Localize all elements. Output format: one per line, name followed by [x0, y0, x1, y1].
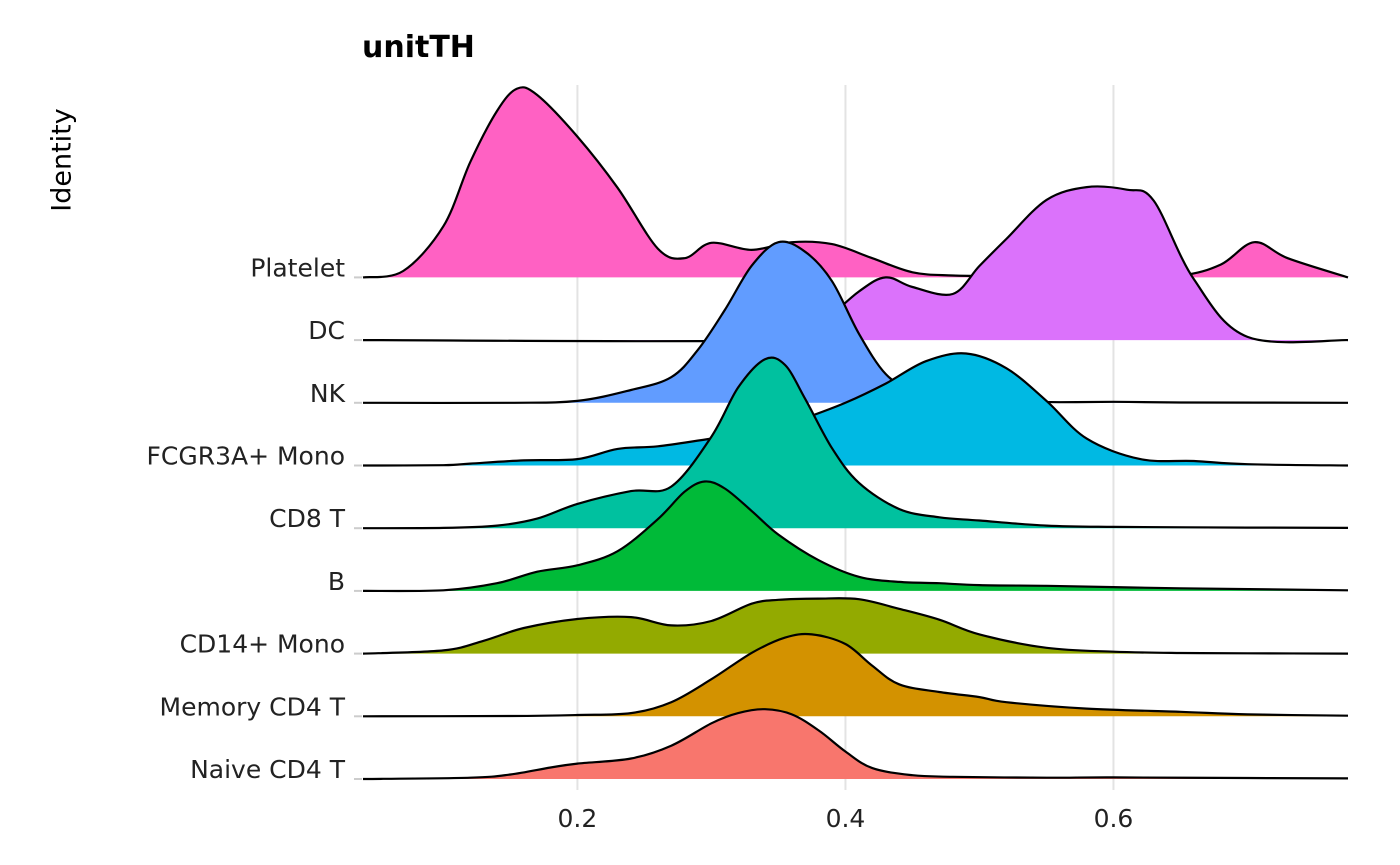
ridge-memory-cd4-t [362, 632, 1349, 718]
category-label: NK [310, 379, 346, 408]
ridge-outline [362, 632, 1349, 718]
ridge-outline [362, 356, 1349, 530]
ridge-fill [363, 87, 1348, 278]
ridge-fill [363, 241, 1348, 403]
category-label: Naive CD4 T [190, 755, 346, 784]
ridge-outline [362, 480, 1349, 593]
x-tick-label: 0.4 [826, 804, 866, 833]
ridge-nk [362, 240, 1349, 405]
chart-title: unitTH [362, 30, 475, 65]
ridge-fill [363, 481, 1348, 592]
category-label: CD14+ Mono [180, 630, 345, 659]
ridge-outline [362, 240, 1349, 405]
ridge-fill [363, 633, 1348, 717]
ridge-fill [363, 186, 1348, 343]
ridge-cd8-t [362, 356, 1349, 530]
ridge-platelet [362, 86, 1349, 279]
ridge-cd14-mono [362, 597, 1349, 655]
ridge-b [362, 480, 1349, 593]
category-label: FCGR3A+ Mono [147, 442, 346, 471]
y-axis-label: Identity [46, 108, 78, 212]
category-label: Platelet [250, 253, 345, 282]
ridge-fill [363, 709, 1348, 779]
x-tick-labels: 0.2 0.4 0.6 [558, 804, 1134, 833]
ridges [362, 86, 1349, 781]
ridge-naive-cd4-t [362, 708, 1349, 781]
ridge-outline [362, 597, 1349, 655]
x-tick-label: 0.6 [1094, 804, 1134, 833]
ridge-fill [363, 357, 1348, 529]
ridge-outline [362, 352, 1349, 467]
category-label: Memory CD4 T [160, 692, 346, 721]
category-label: CD8 T [269, 504, 346, 533]
ridge-fill [363, 353, 1348, 466]
category-labels: Platelet DC NK FCGR3A+ Mono CD8 T B CD14+ Mono… [147, 253, 362, 784]
ridge-fcgr3a-mono [362, 352, 1349, 467]
ridge-outline [362, 708, 1349, 781]
category-label: DC [308, 316, 345, 345]
ridge-fill [363, 598, 1348, 654]
category-label: B [328, 567, 345, 596]
x-tick-label: 0.2 [558, 804, 598, 833]
